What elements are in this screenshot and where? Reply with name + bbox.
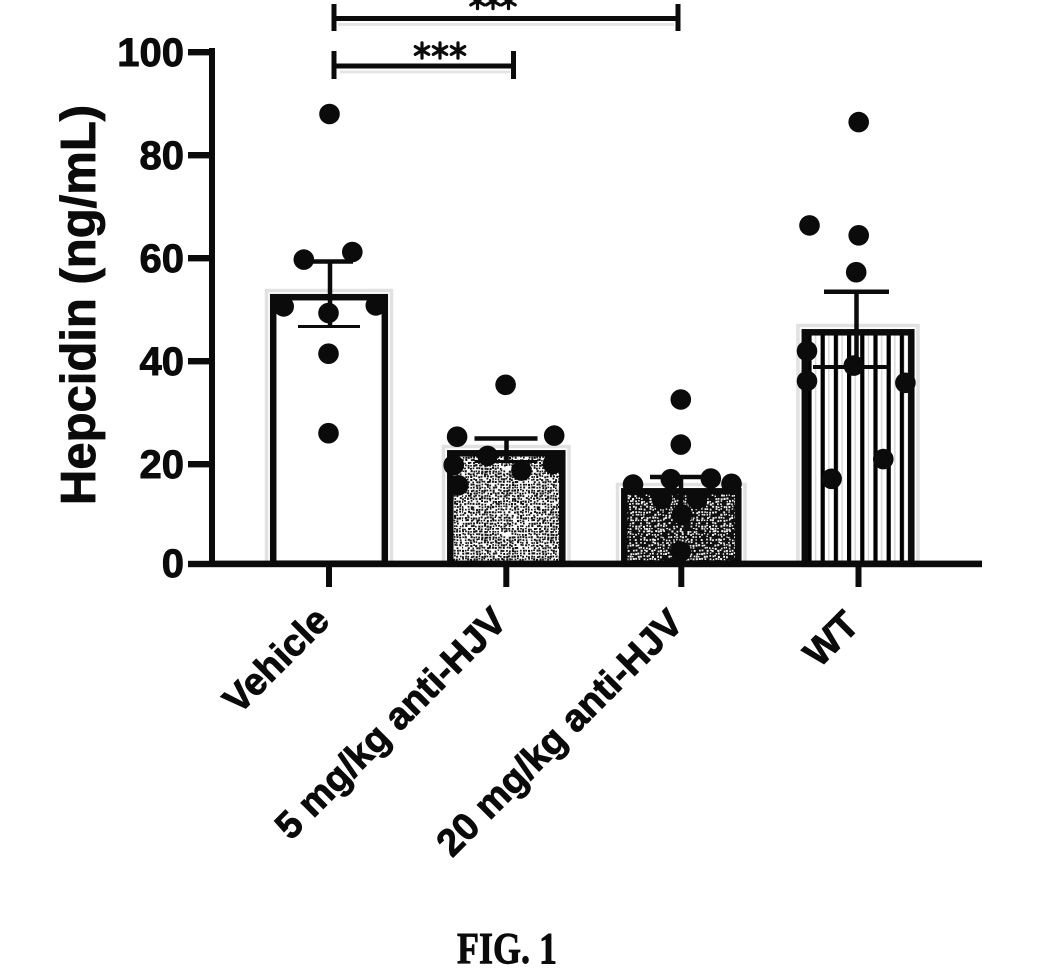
svg-text:100: 100 bbox=[117, 31, 184, 75]
svg-text:FIG. 1: FIG. 1 bbox=[457, 924, 557, 973]
svg-text:WT: WT bbox=[796, 604, 867, 675]
svg-text:Hepcidin (ng/mL): Hepcidin (ng/mL) bbox=[52, 105, 106, 505]
svg-text:40: 40 bbox=[140, 340, 185, 384]
svg-text:Vehicle: Vehicle bbox=[215, 599, 337, 721]
svg-text:80: 80 bbox=[140, 134, 185, 178]
svg-text:0: 0 bbox=[162, 542, 184, 586]
svg-text:60: 60 bbox=[140, 237, 185, 281]
svg-text:20: 20 bbox=[140, 443, 185, 487]
